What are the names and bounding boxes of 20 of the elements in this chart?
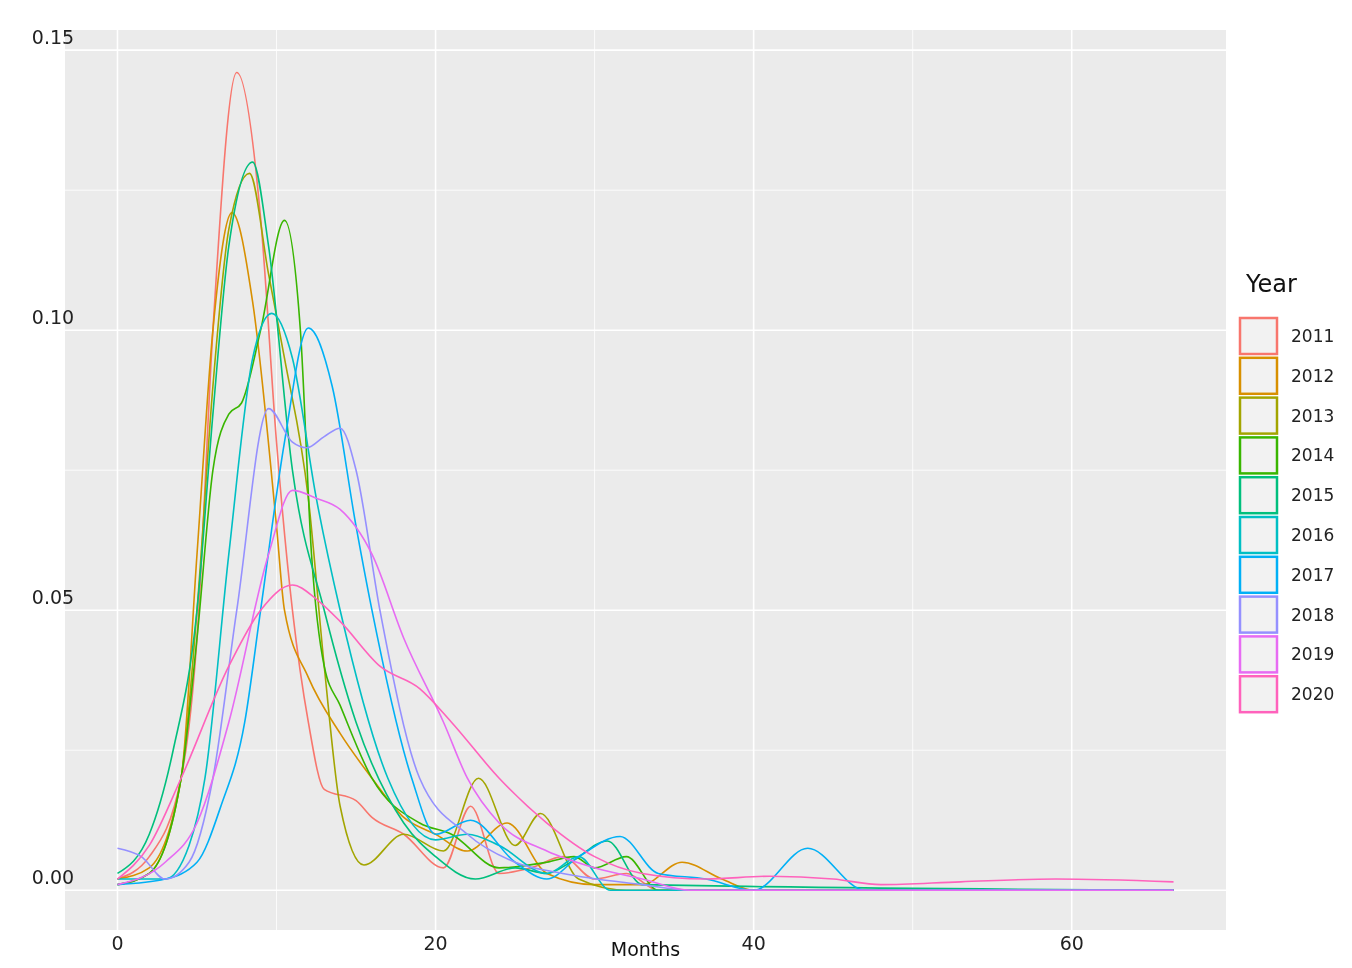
legend-label: 2012 bbox=[1291, 365, 1335, 386]
legend-label: 2016 bbox=[1291, 525, 1335, 545]
legend-label: 2018 bbox=[1291, 604, 1335, 625]
y-tick-label: 0.00 bbox=[31, 866, 75, 889]
x-tick-label: 40 bbox=[741, 932, 766, 954]
legend-label: 2020 bbox=[1291, 684, 1335, 705]
legend-label: 2019 bbox=[1291, 644, 1335, 665]
y-tick-label: 0.15 bbox=[31, 26, 75, 49]
x-tick-label: 60 bbox=[1059, 932, 1084, 954]
legend-label: 2017 bbox=[1291, 564, 1335, 585]
x-axis-title: Months bbox=[610, 938, 681, 960]
legend-label: 2014 bbox=[1291, 445, 1335, 466]
legend-label: 2015 bbox=[1291, 485, 1335, 506]
legend-label: 2013 bbox=[1291, 405, 1335, 426]
y-tick-label: 0.10 bbox=[31, 306, 75, 329]
y-tick-label: 0.05 bbox=[31, 586, 75, 609]
legend-title: Year bbox=[1245, 270, 1297, 298]
x-tick-label: 0 bbox=[111, 932, 124, 954]
legend-label: 2011 bbox=[1291, 326, 1335, 346]
x-tick-label: 20 bbox=[423, 932, 448, 954]
